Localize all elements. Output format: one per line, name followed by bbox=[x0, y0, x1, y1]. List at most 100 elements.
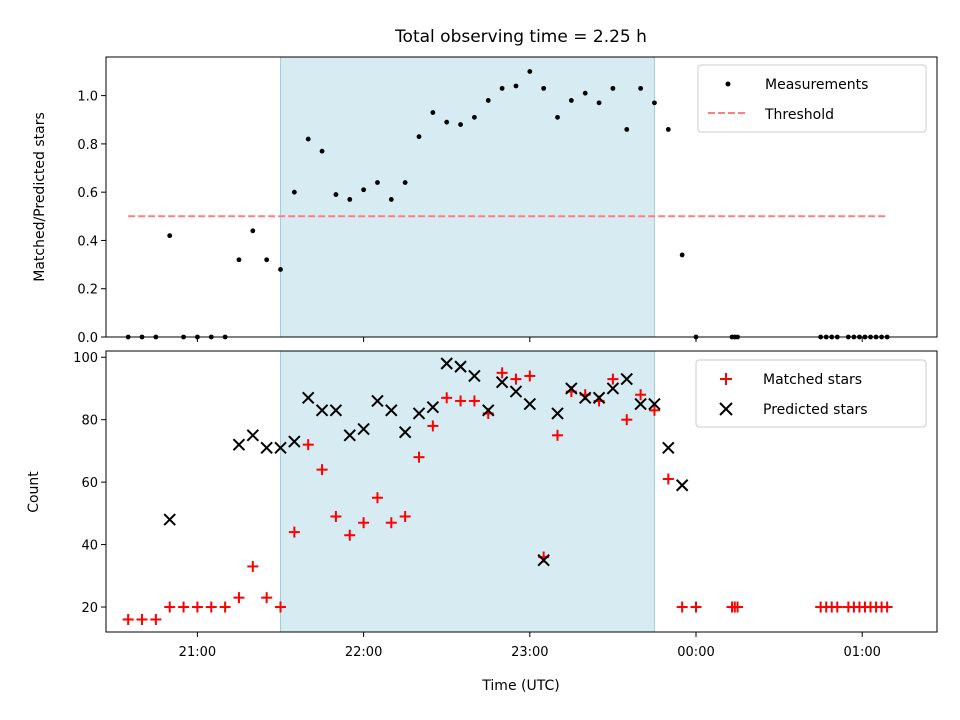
top-ytick-label: 0.4 bbox=[77, 234, 98, 249]
predicted-star-point bbox=[232, 438, 246, 451]
predicted-star-point bbox=[592, 391, 606, 405]
matched-star-point bbox=[371, 492, 383, 504]
bottom-ytick-label: 100 bbox=[73, 351, 98, 366]
measurement-point bbox=[430, 110, 436, 115]
bottom-xtick-label: 22:00 bbox=[345, 645, 382, 660]
predicted-star-point bbox=[634, 397, 647, 411]
measurement-point bbox=[278, 267, 283, 272]
measurement-point bbox=[264, 257, 270, 263]
measurement-point bbox=[679, 252, 685, 258]
legend-predicted-label: Predicted stars bbox=[763, 402, 868, 418]
matched-star-point bbox=[607, 373, 619, 385]
measurement-point bbox=[652, 100, 657, 106]
measurement-point bbox=[568, 98, 574, 103]
predicted-star-point bbox=[495, 376, 509, 389]
matched-star-point bbox=[191, 601, 203, 613]
matched-star-point bbox=[831, 601, 843, 613]
predicted-star-point bbox=[246, 429, 260, 442]
predicted-star-point bbox=[509, 385, 523, 398]
top-legend: Measurements Threshold bbox=[697, 64, 927, 133]
measurement-point bbox=[444, 119, 450, 125]
top-ytick-label: 0.6 bbox=[77, 186, 98, 201]
measurement-point bbox=[527, 69, 533, 74]
bottom-axes-frame bbox=[105, 350, 938, 633]
measurement-point bbox=[361, 187, 367, 193]
top-x-ticks bbox=[196, 337, 863, 342]
measurement-point bbox=[624, 127, 630, 132]
predicted-star-point bbox=[482, 404, 495, 417]
top-legend-box bbox=[697, 64, 927, 133]
matched-star-point bbox=[690, 601, 702, 613]
matched-star-point bbox=[261, 592, 273, 604]
bottom-xtick-label: 21:00 bbox=[179, 645, 216, 660]
predicted-star-point bbox=[426, 400, 440, 414]
matched-star-point bbox=[413, 451, 425, 463]
matched-star-point bbox=[524, 370, 536, 382]
measurement-point bbox=[416, 134, 422, 140]
measurement-point bbox=[347, 197, 353, 202]
matched-star-point bbox=[344, 529, 356, 541]
measurement-point bbox=[291, 189, 297, 195]
matched-star-point bbox=[288, 526, 300, 538]
chart-title: Total observing time = 2.25 h bbox=[394, 27, 647, 47]
bottom-ytick-label: 40 bbox=[81, 539, 98, 554]
bottom-ytick-label: 60 bbox=[81, 476, 98, 491]
bottom-legend-box bbox=[695, 359, 927, 428]
predicted-star-point bbox=[343, 429, 356, 442]
matched-star-point bbox=[302, 439, 314, 451]
matched-star-point bbox=[468, 395, 480, 407]
matched-star-point bbox=[247, 560, 259, 572]
top-ytick-label: 1.0 bbox=[77, 90, 98, 105]
legend-threshold-label: Threshold bbox=[764, 107, 834, 123]
predicted-star-point bbox=[385, 404, 398, 417]
legend-measurements-label: Measurements bbox=[765, 77, 868, 93]
matched-star-point bbox=[455, 395, 467, 407]
measurement-point bbox=[596, 100, 602, 106]
measurement-point bbox=[610, 85, 616, 91]
matched-star-point bbox=[330, 510, 342, 522]
matched-star-point bbox=[178, 601, 190, 613]
measurement-point bbox=[638, 85, 644, 91]
bottom-xtick-label: 01:00 bbox=[843, 645, 880, 660]
matched-star-point bbox=[164, 601, 176, 613]
matched-star-point bbox=[635, 389, 647, 401]
predicted-star-point bbox=[371, 394, 384, 408]
predicted-star-point bbox=[551, 407, 564, 420]
matched-star-point bbox=[316, 464, 328, 476]
top-ytick-label: 0.2 bbox=[77, 283, 98, 298]
measurement-point bbox=[402, 180, 408, 185]
predicted-star-point bbox=[440, 357, 453, 370]
matched-star-point bbox=[136, 614, 148, 626]
matched-star-point bbox=[441, 392, 453, 404]
top-observing-window-shade bbox=[280, 57, 655, 337]
matched-star-point bbox=[510, 373, 522, 385]
matched-star-point bbox=[662, 473, 674, 485]
bottom-y-ticks: 20 40 60 80 100 bbox=[73, 351, 106, 616]
top-ytick-label: 0.0 bbox=[77, 331, 98, 346]
matched-star-point bbox=[399, 510, 411, 522]
matched-star-point bbox=[205, 601, 217, 613]
matched-star-point bbox=[676, 601, 688, 613]
legend-predicted-marker bbox=[719, 402, 733, 416]
top-y-axis-label: Matched/Predicted stars bbox=[32, 112, 48, 282]
predicted-star-point bbox=[565, 382, 578, 395]
predicted-star-point bbox=[357, 422, 370, 436]
legend-measurements-marker bbox=[725, 81, 731, 87]
bottom-observing-window-shade bbox=[280, 351, 655, 632]
bottom-marks-group bbox=[122, 351, 893, 632]
measurement-point bbox=[458, 122, 463, 127]
legend-matched-marker bbox=[720, 373, 732, 385]
matched-star-point bbox=[385, 517, 397, 529]
measurement-point bbox=[388, 197, 394, 202]
bottom-y-axis-label: Count bbox=[26, 471, 42, 513]
predicted-star-point bbox=[620, 372, 633, 386]
matched-star-point bbox=[732, 601, 744, 613]
bottom-xtick-label: 23:00 bbox=[511, 645, 548, 660]
matched-star-point bbox=[621, 414, 633, 426]
matched-star-point bbox=[496, 367, 508, 379]
measurement-point bbox=[513, 83, 519, 89]
measurement-point bbox=[250, 228, 256, 234]
matched-star-point bbox=[648, 404, 660, 416]
measurement-point bbox=[499, 85, 505, 91]
